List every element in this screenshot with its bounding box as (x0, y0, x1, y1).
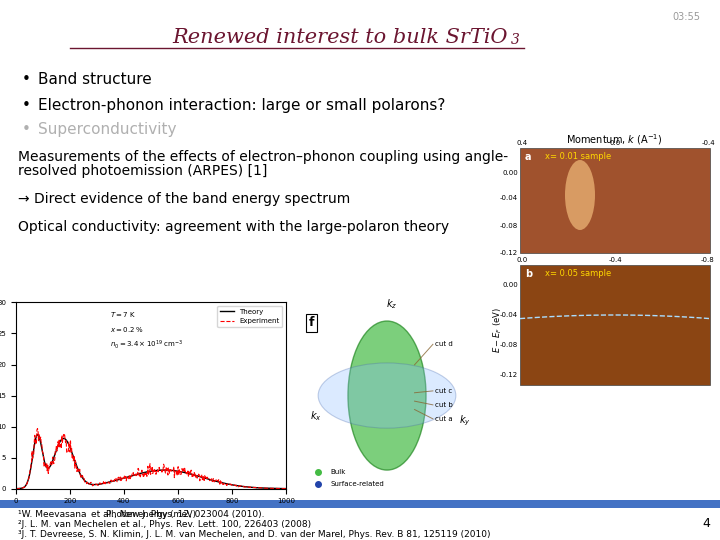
Text: 4: 4 (702, 517, 710, 530)
Text: -0.08: -0.08 (500, 342, 518, 348)
Text: Momentum, $k$ (A$^{-1}$): Momentum, $k$ (A$^{-1}$) (566, 132, 662, 147)
Text: $E-E_F$ (eV): $E-E_F$ (eV) (492, 307, 504, 353)
Text: a: a (525, 152, 531, 162)
Experiment (141, 470, 150, 477)
Text: -0.4: -0.4 (701, 140, 715, 146)
Theory (276, 485, 284, 492)
Text: -0.12: -0.12 (500, 250, 518, 256)
Line: Theory: Theory (16, 435, 286, 489)
Experiment (12, 485, 20, 492)
Text: Optical conductivity: agreement with the large-polaron theory: Optical conductivity: agreement with the… (18, 220, 449, 234)
Experiment (158, 467, 167, 474)
Text: Electron-phonon interaction: large or small polarons?: Electron-phonon interaction: large or sm… (38, 98, 446, 113)
Text: -0.8: -0.8 (701, 257, 715, 263)
Text: Bulk: Bulk (330, 469, 346, 475)
Text: Measurements of the effects of electron–phonon coupling using angle-: Measurements of the effects of electron–… (18, 150, 508, 164)
Text: Superconductivity: Superconductivity (38, 122, 176, 137)
Text: 0.00: 0.00 (503, 282, 518, 288)
Text: 0.4: 0.4 (516, 140, 528, 146)
FancyBboxPatch shape (520, 148, 710, 253)
Experiment (33, 426, 42, 432)
Text: 03:55: 03:55 (672, 12, 700, 22)
Text: Renewed interest to bulk SrTiO: Renewed interest to bulk SrTiO (172, 28, 508, 47)
Text: 3: 3 (511, 33, 520, 47)
Text: x= 0.05 sample: x= 0.05 sample (545, 269, 611, 278)
Text: -0.04: -0.04 (500, 195, 518, 201)
Theory (142, 469, 150, 475)
Text: $T = 7$ K: $T = 7$ K (110, 310, 137, 319)
X-axis label: Photon energy (meV): Photon energy (meV) (106, 510, 196, 519)
Text: $k_y$: $k_y$ (459, 414, 471, 428)
Text: •: • (22, 72, 31, 87)
Experiment (174, 467, 182, 474)
Theory (158, 467, 167, 474)
Text: •: • (22, 98, 31, 113)
Bar (0, 500, 720, 508)
Experiment (143, 473, 151, 480)
Ellipse shape (565, 160, 595, 230)
Text: ²J. L. M. van Mechelen et al., Phys. Rev. Lett. 100, 226403 (2008): ²J. L. M. van Mechelen et al., Phys. Rev… (18, 520, 311, 529)
Text: -0.04: -0.04 (500, 312, 518, 318)
Theory (140, 469, 149, 476)
Line: Experiment: Experiment (16, 429, 286, 489)
Theory (233, 483, 242, 489)
Text: $n_0 = 3.4\times10^{19}$ cm$^{-3}$: $n_0 = 3.4\times10^{19}$ cm$^{-3}$ (110, 339, 184, 351)
Experiment (12, 485, 21, 492)
Experiment (282, 485, 290, 492)
Text: $k_z$: $k_z$ (386, 297, 397, 311)
FancyBboxPatch shape (520, 265, 710, 385)
Text: Band structure: Band structure (38, 72, 152, 87)
Text: → Direct evidence of the band energy spectrum: → Direct evidence of the band energy spe… (18, 192, 350, 206)
Ellipse shape (318, 363, 456, 428)
Theory (12, 485, 20, 492)
Text: cut d: cut d (435, 341, 452, 347)
Text: cut b: cut b (435, 402, 452, 408)
Text: cut c: cut c (435, 388, 452, 394)
Text: ³J. T. Devreese, S. N. Klimin, J. L. M. van Mechelen, and D. van der Marel, Phys: ³J. T. Devreese, S. N. Klimin, J. L. M. … (18, 530, 490, 539)
Text: Surface-related: Surface-related (330, 481, 384, 487)
Text: f: f (309, 316, 315, 329)
Text: -0.08: -0.08 (500, 223, 518, 229)
Experiment (276, 485, 284, 492)
Text: cut a: cut a (435, 416, 452, 422)
Text: -0.12: -0.12 (500, 372, 518, 378)
Ellipse shape (348, 321, 426, 470)
Text: ¹W. Meevasana et al., New J. Phys. 12, 023004 (2010).: ¹W. Meevasana et al., New J. Phys. 12, 0… (18, 510, 264, 519)
Text: $k_x$: $k_x$ (310, 409, 321, 423)
Text: resolved photoemission (ARPES) [1]: resolved photoemission (ARPES) [1] (18, 164, 267, 178)
Legend: Theory, Experiment: Theory, Experiment (217, 306, 282, 327)
Text: 0.00: 0.00 (503, 170, 518, 176)
Text: •: • (22, 122, 31, 137)
Theory (33, 431, 42, 438)
Text: -0.4: -0.4 (608, 257, 622, 263)
Text: 0.0: 0.0 (609, 140, 621, 146)
Theory (173, 468, 181, 474)
Experiment (234, 484, 243, 490)
Text: b: b (525, 269, 532, 279)
Text: $x = 0.2$ %: $x = 0.2$ % (110, 325, 145, 334)
Text: x= 0.01 sample: x= 0.01 sample (545, 152, 611, 161)
Theory (282, 485, 290, 492)
Text: 0.0: 0.0 (516, 257, 528, 263)
